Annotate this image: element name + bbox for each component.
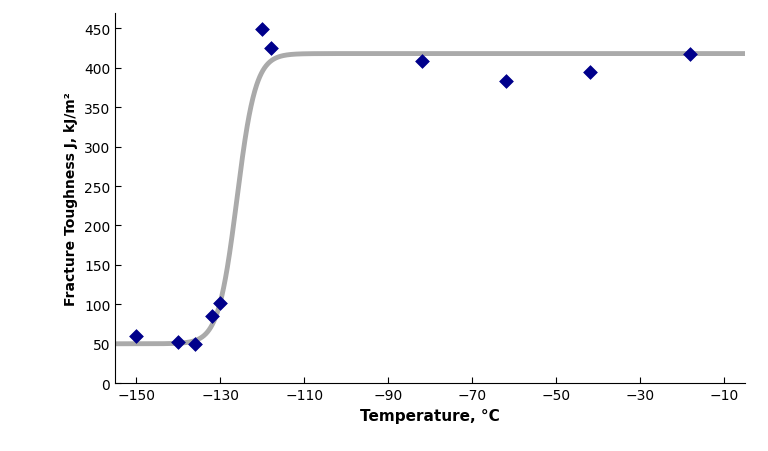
Point [499,78,511,86]
Y-axis label: Fracture Toughness J, kJ/m²: Fracture Toughness J, kJ/m² [65,92,78,305]
X-axis label: Temperature, °C: Temperature, °C [360,408,500,423]
Point [264,46,276,53]
Point [256,27,268,34]
Point [684,51,697,58]
Point [189,341,201,348]
Point [415,59,428,66]
Point [584,69,596,76]
Point [206,313,218,320]
Point [214,299,227,307]
Point [172,339,184,346]
Point [130,332,142,340]
